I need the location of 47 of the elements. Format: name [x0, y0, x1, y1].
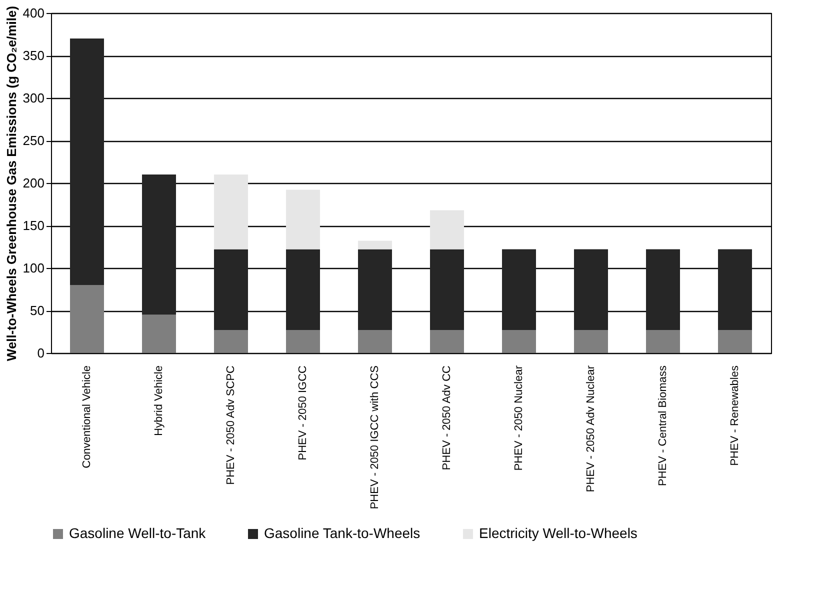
bar	[70, 38, 104, 285]
bar	[430, 210, 464, 250]
x-tick-label: PHEV - Central Biomass	[657, 365, 669, 486]
bar	[286, 249, 320, 330]
bar	[502, 330, 536, 353]
x-tick-label: PHEV - 2050 IGCC with CCS	[369, 366, 381, 510]
bar	[214, 249, 248, 330]
bar	[646, 330, 680, 353]
bar	[286, 190, 320, 250]
bar	[214, 330, 248, 353]
bar	[718, 249, 752, 330]
x-tick-label: PHEV - 2050 Nuclear	[513, 365, 525, 471]
legend-label: Gasoline Well-to-Tank	[69, 525, 207, 541]
y-tick-label: 0	[37, 346, 44, 360]
bar	[358, 249, 392, 330]
bar	[214, 174, 248, 250]
x-tick-label: Hybrid Vehicle	[153, 366, 165, 436]
bar	[502, 249, 536, 330]
bar	[574, 249, 608, 330]
y-tick-label: 350	[22, 48, 44, 63]
x-tick-label: PHEV - Renewables	[729, 365, 741, 466]
y-tick-label: 150	[22, 218, 44, 233]
y-axis-title: Well-to-Wheels Greenhouse Gas Emissions (g CO₂e/mile)	[4, 6, 19, 362]
y-tick-label: 400	[22, 6, 44, 20]
y-tick-label: 100	[22, 260, 44, 276]
bar	[286, 330, 320, 353]
legend-label: Gasoline Tank-to-Wheels	[264, 525, 420, 541]
y-tick-label: 200	[22, 176, 44, 190]
bar	[646, 249, 680, 330]
bar	[142, 174, 176, 315]
y-tick-label: 300	[22, 90, 44, 106]
bar	[574, 330, 608, 353]
bar	[70, 285, 104, 353]
x-tick-label: PHEV - 2050 Adv Nuclear	[585, 365, 597, 492]
bar	[718, 330, 752, 353]
bar	[142, 314, 176, 353]
y-tick-label: 50	[30, 303, 44, 318]
legend-label: Electricity Well-to-Wheels	[479, 525, 638, 541]
x-tick-label: PHEV - 2050 Adv SCPC	[225, 365, 237, 485]
bar	[358, 330, 392, 353]
bar	[430, 249, 464, 330]
bar	[358, 240, 392, 250]
bar	[430, 330, 464, 353]
x-tick-label: PHEV - 2050 Adv CC	[441, 365, 453, 470]
x-tick-label: Conventional Vehicle	[81, 366, 93, 468]
y-tick-label: 250	[22, 133, 44, 148]
x-tick-label: PHEV - 2050 IGCC	[297, 365, 309, 460]
